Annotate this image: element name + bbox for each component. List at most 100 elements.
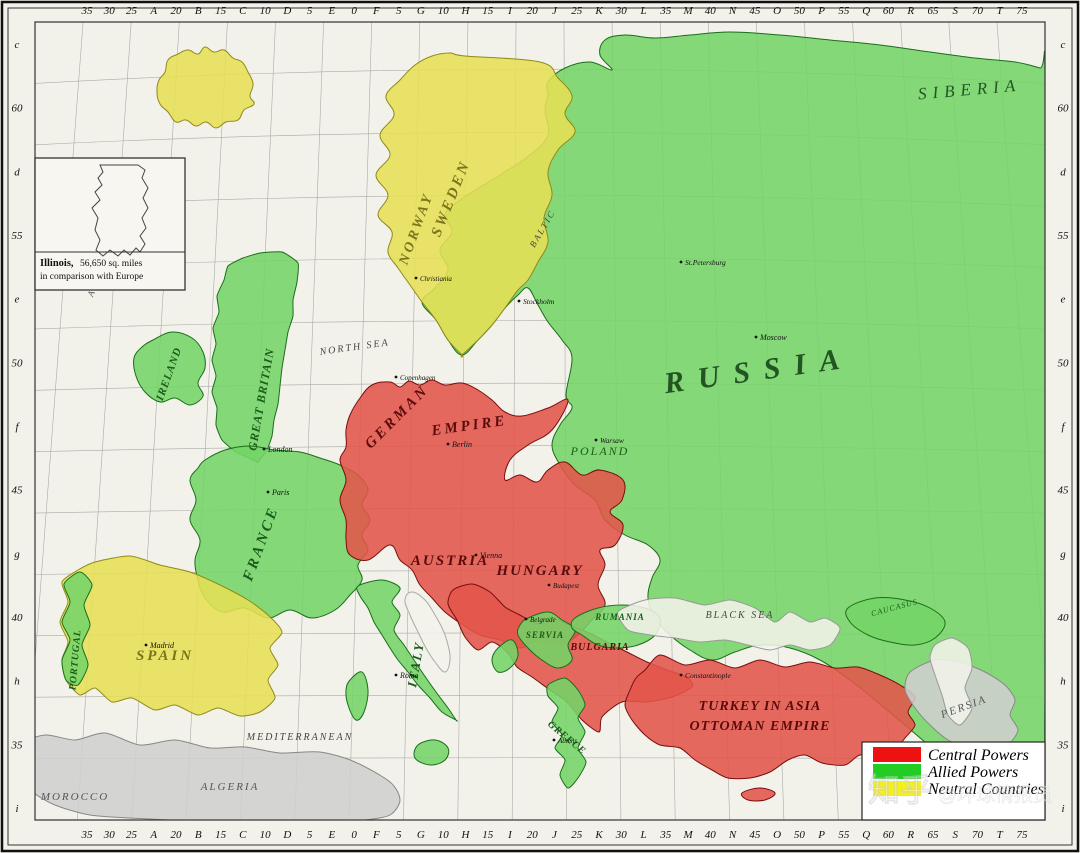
- svg-text:Q: Q: [862, 829, 870, 841]
- svg-text:40: 40: [12, 612, 24, 624]
- svg-text:55: 55: [838, 829, 850, 841]
- svg-text:10: 10: [260, 829, 272, 841]
- svg-text:Allied Powers: Allied Powers: [927, 764, 1018, 781]
- svg-text:65: 65: [928, 5, 940, 17]
- svg-text:i: i: [15, 803, 18, 815]
- svg-text:25: 25: [126, 5, 138, 17]
- svg-text:TURKEY IN ASIA: TURKEY IN ASIA: [699, 699, 822, 714]
- svg-text:Central Powers: Central Powers: [928, 747, 1029, 764]
- svg-text:55: 55: [12, 230, 24, 242]
- svg-text:25: 25: [126, 829, 138, 841]
- svg-text:Belgrade: Belgrade: [530, 616, 556, 624]
- svg-text:E: E: [328, 5, 336, 17]
- svg-text:Madrid: Madrid: [149, 641, 175, 650]
- svg-text:20: 20: [527, 5, 539, 17]
- svg-text:15: 15: [215, 5, 227, 17]
- svg-text:50: 50: [12, 357, 24, 369]
- svg-text:45: 45: [749, 5, 761, 17]
- svg-text:c: c: [1061, 39, 1066, 51]
- svg-text:in comparison with Europe: in comparison with Europe: [40, 272, 143, 282]
- svg-text:C: C: [239, 829, 247, 841]
- svg-text:BLACK SEA: BLACK SEA: [706, 610, 775, 621]
- svg-text:70: 70: [972, 5, 984, 17]
- svg-text:50: 50: [794, 5, 806, 17]
- svg-text:5: 5: [396, 5, 402, 17]
- svg-text:G: G: [417, 829, 425, 841]
- svg-text:HUNGARY: HUNGARY: [495, 563, 583, 579]
- svg-text:45: 45: [749, 829, 761, 841]
- svg-text:R: R: [906, 5, 914, 17]
- svg-text:5: 5: [307, 829, 313, 841]
- svg-text:RUMANIA: RUMANIA: [594, 612, 645, 622]
- svg-text:60: 60: [883, 829, 895, 841]
- svg-text:Paris: Paris: [271, 488, 289, 497]
- svg-text:75: 75: [1017, 5, 1029, 17]
- svg-text:A: A: [149, 829, 157, 841]
- svg-text:Warsaw: Warsaw: [600, 436, 624, 445]
- svg-text:Moscow: Moscow: [759, 333, 787, 342]
- svg-text:56,650 sq. miles: 56,650 sq. miles: [80, 259, 143, 269]
- svg-text:L: L: [639, 829, 646, 841]
- svg-text:0: 0: [351, 829, 357, 841]
- svg-text:S: S: [952, 829, 958, 841]
- svg-text:35: 35: [11, 739, 24, 751]
- svg-text:50: 50: [1058, 357, 1070, 369]
- svg-text:知乎: 知乎: [868, 772, 932, 808]
- svg-text:O: O: [773, 5, 781, 17]
- svg-text:O: O: [773, 829, 781, 841]
- svg-text:30: 30: [103, 829, 116, 841]
- svg-text:Rome: Rome: [399, 671, 419, 680]
- svg-text:G: G: [417, 5, 425, 17]
- svg-text:35: 35: [1057, 739, 1070, 751]
- svg-text:20: 20: [527, 829, 539, 841]
- svg-text:L: L: [639, 5, 646, 17]
- svg-text:55: 55: [1058, 230, 1070, 242]
- svg-text:40: 40: [705, 5, 717, 17]
- svg-text:c: c: [15, 39, 20, 51]
- svg-text:ALGERIA: ALGERIA: [200, 781, 260, 793]
- svg-text:D: D: [282, 5, 291, 17]
- svg-text:B: B: [195, 5, 202, 17]
- svg-text:N: N: [728, 5, 737, 17]
- svg-text:T: T: [997, 5, 1004, 17]
- svg-text:5: 5: [396, 829, 402, 841]
- svg-text:F: F: [372, 5, 380, 17]
- svg-text:15: 15: [482, 829, 494, 841]
- svg-text:Q: Q: [862, 5, 870, 17]
- svg-text:g: g: [14, 548, 20, 560]
- svg-text:i: i: [1061, 803, 1064, 815]
- svg-text:55: 55: [838, 5, 850, 17]
- svg-text:A: A: [149, 5, 157, 17]
- svg-text:Vienna: Vienna: [480, 551, 502, 560]
- svg-text:15: 15: [482, 5, 494, 17]
- svg-text:C: C: [239, 5, 247, 17]
- svg-text:10: 10: [438, 5, 450, 17]
- svg-text:30: 30: [103, 5, 116, 17]
- svg-text:30: 30: [615, 5, 628, 17]
- svg-text:50: 50: [794, 829, 806, 841]
- svg-text:Berlin: Berlin: [452, 440, 472, 449]
- svg-text:d: d: [14, 166, 20, 178]
- svg-text:@环球情报员: @环球情报员: [938, 784, 1052, 806]
- svg-text:35: 35: [81, 5, 94, 17]
- svg-text:MEDITERRANEAN: MEDITERRANEAN: [246, 732, 354, 743]
- svg-text:OTTOMAN EMPIRE: OTTOMAN EMPIRE: [690, 719, 831, 734]
- svg-text:N: N: [728, 829, 737, 841]
- svg-text:35: 35: [659, 5, 672, 17]
- svg-text:P: P: [817, 5, 825, 17]
- svg-text:h: h: [14, 676, 20, 688]
- svg-text:BULGARIA: BULGARIA: [569, 642, 629, 653]
- svg-text:d: d: [1060, 166, 1066, 178]
- svg-text:D: D: [282, 829, 291, 841]
- svg-text:M: M: [683, 829, 694, 841]
- svg-text:R: R: [906, 829, 914, 841]
- svg-text:70: 70: [972, 829, 984, 841]
- svg-text:35: 35: [81, 829, 94, 841]
- svg-text:40: 40: [1058, 612, 1070, 624]
- svg-text:Stockholm: Stockholm: [523, 297, 555, 306]
- svg-text:45: 45: [1058, 485, 1070, 497]
- svg-text:M: M: [683, 5, 694, 17]
- svg-text:S: S: [952, 5, 958, 17]
- svg-text:H: H: [461, 829, 471, 841]
- svg-text:POLAND: POLAND: [570, 444, 630, 458]
